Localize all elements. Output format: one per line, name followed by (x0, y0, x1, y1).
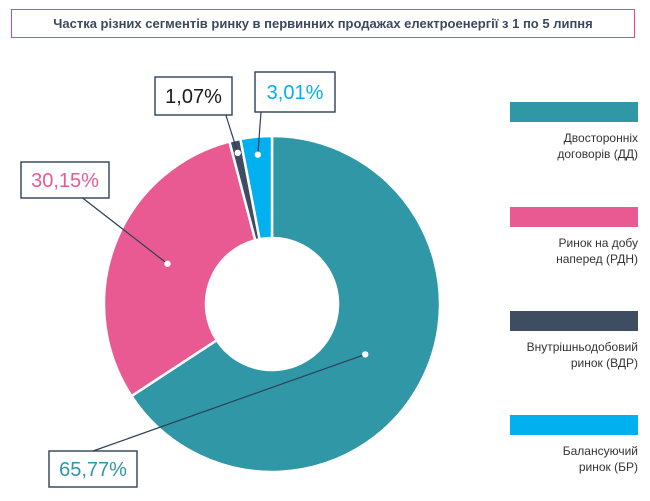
callout-leader-rdn (82, 197, 168, 265)
chart-title: Частка різних сегментів ринку в первинни… (53, 16, 593, 31)
legend-swatch-rdn (510, 207, 638, 227)
callout-leader-br (257, 111, 262, 155)
legend-item-br: Балансуючий ринок (БР) (510, 415, 638, 475)
chart-title-box: Частка різних сегментів ринку в первинни… (11, 9, 635, 38)
slice-dd (129, 134, 442, 474)
callout-leader-dd (92, 353, 366, 452)
slice-br (238, 134, 274, 241)
data-label-dd: 65,77% (59, 459, 127, 481)
legend-label-br: Балансуючий ринок (БР) (562, 444, 638, 474)
slice-rdn (102, 139, 257, 398)
callout-box-br (254, 71, 336, 113)
callouts: 65,77% 30,15% 1,07% 3,01% (20, 71, 369, 488)
callout-box-rdn (20, 161, 110, 199)
data-label-rdn: 30,15% (31, 170, 99, 192)
callout-dot-br (254, 151, 262, 158)
legend-swatch-br (510, 415, 638, 435)
callout-dot-dd (362, 351, 369, 358)
callout-box-dd (48, 450, 138, 488)
callout-dot-rdn (164, 260, 171, 267)
callout-leader-vdr (225, 114, 239, 154)
legend-swatch-vdr (510, 311, 638, 331)
legend-item-vdr: Внутрішньодобовий ринок (ВДР) (510, 311, 638, 371)
legend-item-rdn: Ринок на добу наперед (РДН) (510, 207, 638, 267)
legend-label-vdr: Внутрішньодобовий ринок (ВДР) (526, 340, 638, 370)
donut-slices (102, 134, 442, 474)
legend-label-rdn: Ринок на добу наперед (РДН) (556, 236, 638, 266)
data-label-vdr: 1,07% (165, 86, 222, 108)
callout-box-vdr (154, 76, 233, 116)
data-label-br: 3,01% (267, 82, 324, 104)
legend-item-dd: Двосторонніх договорів (ДД) (510, 102, 638, 162)
legend-swatch-dd (510, 102, 638, 122)
legend-label-dd: Двосторонніх договорів (ДД) (557, 131, 638, 161)
callout-dot-vdr (234, 149, 241, 157)
